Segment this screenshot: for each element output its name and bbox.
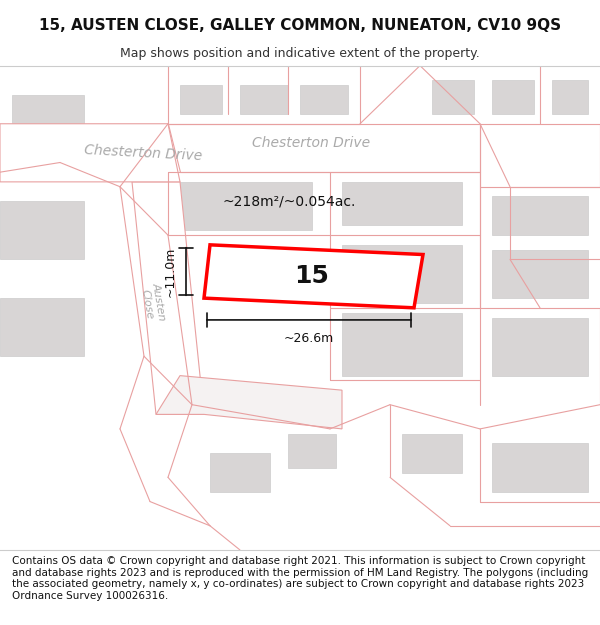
Text: Austen
Close: Austen Close: [139, 282, 167, 324]
Polygon shape: [204, 245, 423, 308]
Bar: [402, 434, 462, 472]
Text: Chesterton Drive: Chesterton Drive: [84, 142, 203, 163]
Bar: [180, 182, 312, 230]
Bar: [342, 245, 462, 303]
Text: Chesterton Drive: Chesterton Drive: [252, 136, 370, 150]
Text: ~11.0m: ~11.0m: [164, 246, 177, 297]
Bar: [300, 85, 348, 114]
Bar: [12, 94, 84, 143]
Text: ~218m²/~0.054ac.: ~218m²/~0.054ac.: [222, 194, 355, 208]
Text: 15: 15: [295, 264, 329, 288]
Text: Map shows position and indicative extent of the property.: Map shows position and indicative extent…: [120, 48, 480, 60]
Bar: [342, 312, 462, 376]
Bar: [0, 298, 84, 356]
Bar: [288, 434, 336, 468]
Polygon shape: [156, 376, 342, 429]
Bar: [180, 85, 222, 114]
Bar: [342, 182, 462, 226]
Polygon shape: [132, 182, 204, 414]
Polygon shape: [168, 124, 480, 172]
Bar: [240, 85, 288, 114]
Text: ~26.6m: ~26.6m: [284, 332, 334, 345]
Polygon shape: [0, 124, 180, 182]
Bar: [492, 249, 588, 298]
Bar: [0, 201, 84, 259]
Bar: [492, 444, 588, 492]
Bar: [492, 196, 588, 235]
Text: 15, AUSTEN CLOSE, GALLEY COMMON, NUNEATON, CV10 9QS: 15, AUSTEN CLOSE, GALLEY COMMON, NUNEATO…: [39, 18, 561, 33]
Bar: [432, 80, 474, 114]
Bar: [492, 318, 588, 376]
Bar: [552, 80, 588, 114]
Text: Contains OS data © Crown copyright and database right 2021. This information is : Contains OS data © Crown copyright and d…: [12, 556, 588, 601]
Bar: [492, 80, 534, 114]
Bar: [210, 453, 270, 492]
